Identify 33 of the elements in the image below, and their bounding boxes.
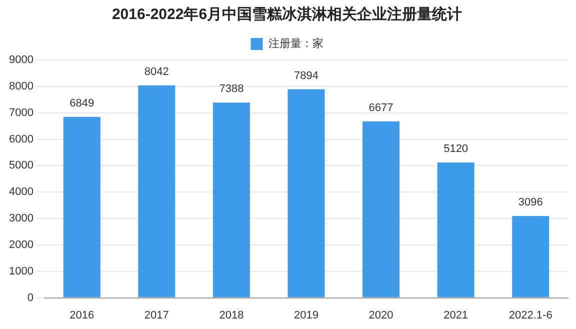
data-label: 6677 (368, 102, 394, 114)
bar (362, 121, 400, 298)
bar (288, 89, 325, 298)
y-tick-label: 9000 (8, 54, 34, 66)
data-label: 7388 (219, 83, 244, 96)
data-label: 7894 (294, 70, 318, 82)
bar (212, 102, 250, 298)
data-label: 6849 (70, 97, 94, 110)
y-tick-label: 5000 (8, 160, 34, 172)
data-label: 5120 (444, 143, 468, 156)
x-tick-label: 2021 (444, 309, 468, 322)
bar (512, 216, 550, 298)
y-tick-label: 3000 (8, 212, 34, 225)
x-tick-label: 2016 (70, 309, 94, 322)
y-tick-label: 0 (27, 292, 34, 304)
chart-title: 2016-2022年6月中国雪糕冰淇淋相关企业注册量统计 (112, 5, 462, 24)
bar (138, 85, 176, 298)
x-tick-label: 2017 (144, 309, 169, 322)
x-tick-label: 2020 (368, 309, 394, 322)
data-label: 3096 (518, 196, 543, 209)
y-tick-label: 7000 (8, 106, 34, 119)
y-tick-label: 6000 (8, 133, 34, 146)
bar (437, 162, 474, 298)
y-tick-label: 1000 (8, 265, 34, 278)
data-label: 8042 (144, 66, 169, 78)
y-tick-label: 8000 (8, 80, 34, 92)
y-tick-label: 2000 (8, 238, 34, 251)
legend-label: 注册量：家 (268, 37, 324, 50)
bar (63, 116, 100, 298)
x-tick-label: 2018 (219, 309, 244, 322)
y-tick-label: 4000 (8, 186, 34, 198)
x-tick-label: 2019 (294, 309, 318, 322)
x-tick-label: 2022.1-6 (508, 309, 552, 322)
